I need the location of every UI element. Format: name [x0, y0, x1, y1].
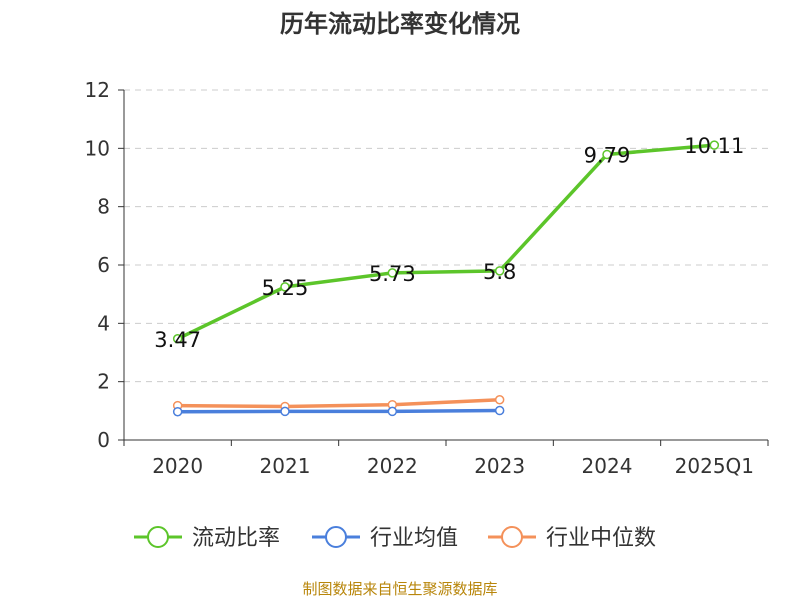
- series-point: [280, 406, 290, 417]
- series-line: [176, 143, 715, 341]
- series-point: [494, 266, 505, 276]
- x-tick-label: 2023: [474, 454, 525, 478]
- series-line: [177, 398, 500, 409]
- x-tick-label: 2024: [582, 454, 633, 478]
- data-label: 5.8: [483, 260, 516, 284]
- y-tick-label: 2: [97, 370, 110, 394]
- y-tick-label: 10: [85, 136, 110, 160]
- data-source-note: 制图数据来自恒生聚源数据库: [302, 580, 498, 598]
- data-label: 5.25: [262, 276, 309, 300]
- y-tick-label: 8: [97, 195, 110, 219]
- legend-marker: [147, 526, 169, 548]
- series-point: [172, 334, 183, 344]
- series-point: [387, 406, 398, 417]
- x-tick-label: 2022: [367, 454, 418, 478]
- legend-label: 行业均值: [370, 526, 458, 551]
- chart-title: 历年流动比率变化情况: [280, 10, 520, 38]
- x-tick-label: 2020: [152, 454, 203, 478]
- data-label: 9.79: [584, 143, 631, 167]
- legend-marker: [325, 526, 347, 548]
- data-label: 5.73: [369, 262, 416, 286]
- x-tick-label: 2025Q1: [675, 454, 754, 478]
- series-point: [494, 395, 505, 405]
- series-point: [709, 140, 720, 150]
- data-label: 10.11: [684, 134, 744, 158]
- y-tick-label: 12: [85, 78, 110, 102]
- x-tick-label: 2021: [260, 454, 311, 478]
- series-point: [172, 406, 183, 417]
- series-line: [177, 408, 500, 414]
- legend-label: 流动比率: [192, 526, 280, 551]
- y-tick-label: 4: [97, 311, 110, 335]
- series-point: [280, 282, 290, 292]
- legend-label: 行业中位数: [546, 526, 656, 551]
- legend-marker: [501, 526, 523, 548]
- y-tick-label: 0: [97, 428, 110, 452]
- series-point: [387, 268, 398, 278]
- series-point: [602, 149, 612, 160]
- data-label: 3.47: [154, 328, 201, 352]
- y-tick-label: 6: [97, 253, 110, 277]
- series-point: [494, 405, 505, 416]
